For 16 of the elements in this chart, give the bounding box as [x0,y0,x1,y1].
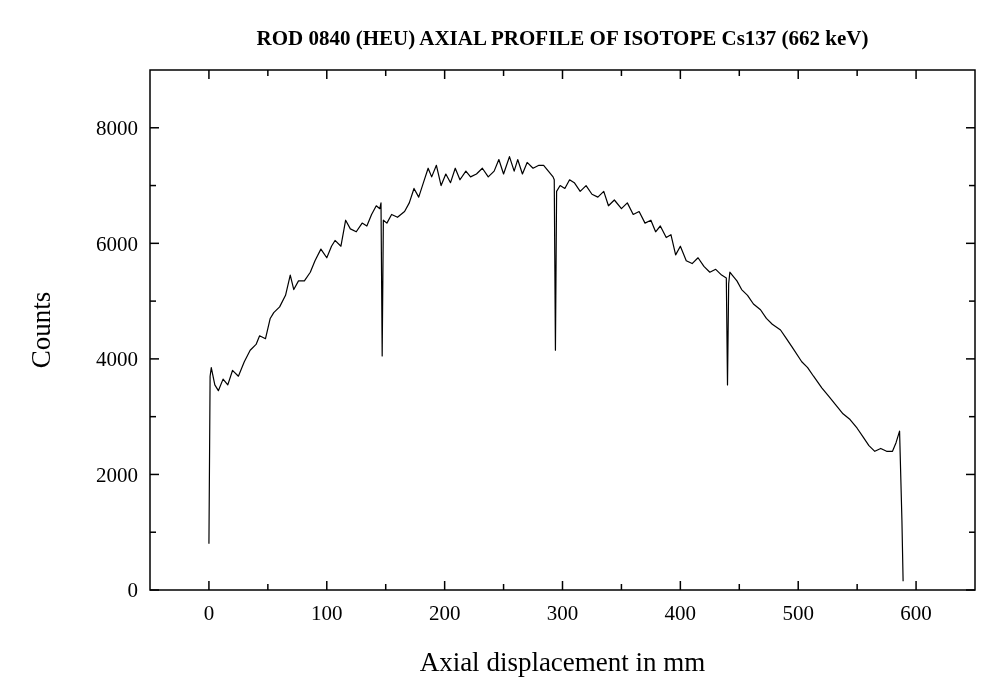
y-tick-label: 6000 [96,231,138,256]
y-tick-label: 2000 [96,462,138,487]
y-axis-title: Counts [26,291,56,369]
x-tick-label: 300 [546,601,579,625]
x-tick-label: 0 [203,601,215,625]
y-tick-label: 4000 [96,347,138,372]
line-series [208,156,904,582]
x-tick-label: 200 [428,601,461,625]
y-tick-label: 8000 [96,116,138,141]
y-tick-label: 0 [127,578,138,603]
x-axis-title: Axial displacement in mm [419,647,706,677]
x-tick-label: 600 [900,601,932,625]
chart-title: ROD 0840 (HEU) AXIAL PROFILE OF ISOTOPE Cs137 (662 keV) [256,26,869,50]
x-tick-label: 100 [311,601,343,625]
x-tick-label: 500 [782,601,814,625]
x-tick-label: 400 [664,601,697,625]
